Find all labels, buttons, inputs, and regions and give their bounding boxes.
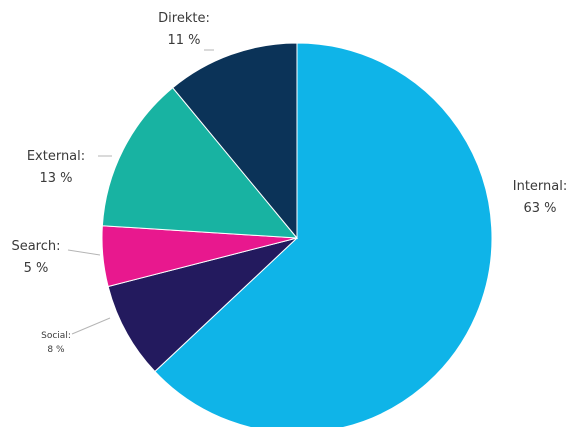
leader-line-search — [67, 249, 101, 256]
pie-slice-internal — [154, 42, 493, 427]
slice-value-internal: 63 % — [523, 201, 556, 216]
slice-value-social: 8 % — [47, 345, 65, 355]
slice-label-search: Search: — [11, 239, 60, 254]
leader-line-social — [71, 317, 111, 335]
pie-slice-external — [101, 87, 299, 239]
leader-lines — [67, 49, 214, 335]
slice-value-search: 5 % — [24, 261, 49, 276]
slice-label-direkte: Direkte: — [158, 11, 210, 26]
slice-value-direkte: 11 % — [167, 33, 200, 48]
slice-value-external: 13 % — [39, 171, 72, 186]
slice-label-external: External: — [27, 149, 85, 164]
pie-slices — [101, 42, 493, 427]
pie-slice-direkte — [171, 42, 298, 240]
pie-slice-social — [107, 237, 298, 373]
slice-labels: Internal: 63 % Social: 8 % Search: 5 % Externa… — [11, 11, 567, 355]
slice-label-social: Social: — [41, 331, 71, 341]
slice-label-internal: Internal: — [513, 179, 567, 194]
